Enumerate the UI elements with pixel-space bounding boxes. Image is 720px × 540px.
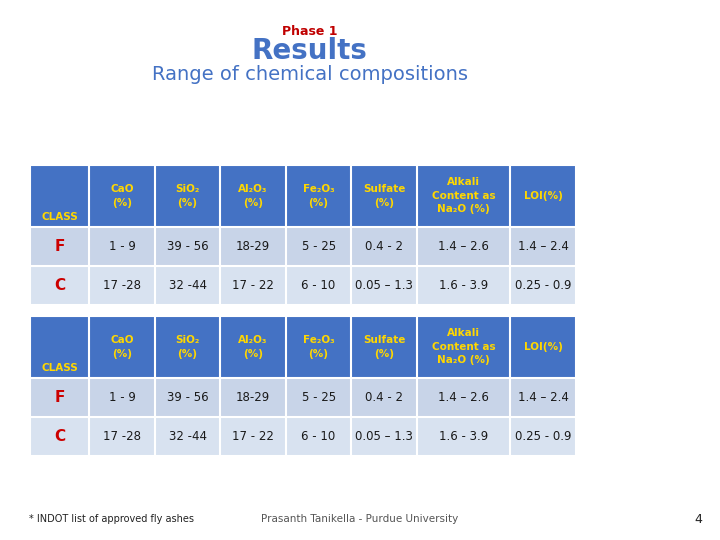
Text: SiO₂: SiO₂ — [176, 184, 199, 194]
Text: Content as: Content as — [432, 191, 495, 201]
Text: 1.4 – 2.6: 1.4 – 2.6 — [438, 391, 489, 404]
Bar — [30, 378, 576, 417]
Text: 1.4 – 2.6: 1.4 – 2.6 — [438, 240, 489, 253]
Text: Prasanth Tanikella - Purdue University: Prasanth Tanikella - Purdue University — [261, 515, 459, 524]
Text: 0.05 – 1.3: 0.05 – 1.3 — [355, 279, 413, 292]
Text: (%): (%) — [112, 349, 132, 359]
Text: Na₂O (%): Na₂O (%) — [437, 204, 490, 214]
Text: 6 - 10: 6 - 10 — [302, 279, 336, 292]
Text: (%): (%) — [374, 198, 394, 207]
Text: 5 - 25: 5 - 25 — [302, 240, 336, 253]
Text: Na₂O (%): Na₂O (%) — [437, 355, 490, 366]
Text: 32 -44: 32 -44 — [168, 279, 207, 292]
Text: 6 - 10: 6 - 10 — [302, 430, 336, 443]
Text: 0.4 - 2: 0.4 - 2 — [365, 391, 403, 404]
Text: 17 -28: 17 -28 — [103, 279, 141, 292]
Text: Results: Results — [252, 37, 367, 65]
Text: 39 - 56: 39 - 56 — [167, 391, 208, 404]
Text: 1.4 – 2.4: 1.4 – 2.4 — [518, 240, 569, 253]
Text: 32 -44: 32 -44 — [168, 430, 207, 443]
Text: 0.25 - 0.9: 0.25 - 0.9 — [515, 430, 572, 443]
Bar — [30, 417, 576, 456]
Text: 17 - 22: 17 - 22 — [232, 279, 274, 292]
Text: Alkali: Alkali — [447, 177, 480, 187]
Text: Range of chemical compositions: Range of chemical compositions — [152, 65, 467, 84]
Text: 0.25 - 0.9: 0.25 - 0.9 — [515, 279, 572, 292]
Text: 18-29: 18-29 — [236, 240, 270, 253]
Bar — [30, 266, 576, 305]
Text: 1 - 9: 1 - 9 — [109, 240, 135, 253]
Text: CaO: CaO — [110, 335, 134, 345]
Text: LOI(%): LOI(%) — [524, 342, 562, 352]
Text: Fe₂O₃: Fe₂O₃ — [302, 335, 335, 345]
Text: F: F — [55, 390, 65, 405]
Text: LOI(%): LOI(%) — [524, 191, 562, 201]
Text: 1.6 - 3.9: 1.6 - 3.9 — [439, 279, 488, 292]
Text: * INDOT list of approved fly ashes: * INDOT list of approved fly ashes — [29, 515, 194, 524]
Text: F: F — [55, 239, 65, 254]
Text: C: C — [54, 278, 66, 293]
Text: 17 -28: 17 -28 — [103, 430, 141, 443]
Text: 1 - 9: 1 - 9 — [109, 391, 135, 404]
Text: 39 - 56: 39 - 56 — [167, 240, 208, 253]
Text: Sulfate: Sulfate — [363, 184, 405, 194]
Text: Sulfate: Sulfate — [363, 335, 405, 345]
Text: (%): (%) — [374, 349, 394, 359]
Text: SiO₂: SiO₂ — [176, 335, 199, 345]
Bar — [30, 316, 576, 378]
Text: (%): (%) — [243, 349, 263, 359]
Text: Alkali: Alkali — [447, 328, 480, 339]
Text: C: C — [54, 429, 66, 444]
Text: Al₂O₃: Al₂O₃ — [238, 335, 268, 345]
Text: (%): (%) — [112, 198, 132, 207]
Text: 1.6 - 3.9: 1.6 - 3.9 — [439, 430, 488, 443]
Text: 4: 4 — [695, 513, 702, 526]
Text: (%): (%) — [178, 198, 197, 207]
Text: 18-29: 18-29 — [236, 391, 270, 404]
Bar — [30, 227, 576, 266]
Text: Content as: Content as — [432, 342, 495, 352]
Text: 0.4 - 2: 0.4 - 2 — [365, 240, 403, 253]
Text: (%): (%) — [309, 198, 328, 207]
Text: (%): (%) — [309, 349, 328, 359]
Text: (%): (%) — [178, 349, 197, 359]
Text: CLASS: CLASS — [41, 212, 78, 222]
Bar — [30, 165, 576, 227]
Text: (%): (%) — [243, 198, 263, 207]
Text: Al₂O₃: Al₂O₃ — [238, 184, 268, 194]
Text: Fe₂O₃: Fe₂O₃ — [302, 184, 335, 194]
Text: 0.05 – 1.3: 0.05 – 1.3 — [355, 430, 413, 443]
Text: CLASS: CLASS — [41, 363, 78, 373]
Text: 5 - 25: 5 - 25 — [302, 391, 336, 404]
Text: 1.4 – 2.4: 1.4 – 2.4 — [518, 391, 569, 404]
Text: 17 - 22: 17 - 22 — [232, 430, 274, 443]
Text: Phase 1: Phase 1 — [282, 25, 338, 38]
Text: CaO: CaO — [110, 184, 134, 194]
